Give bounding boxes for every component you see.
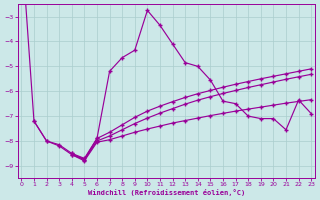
X-axis label: Windchill (Refroidissement éolien,°C): Windchill (Refroidissement éolien,°C) bbox=[88, 189, 245, 196]
